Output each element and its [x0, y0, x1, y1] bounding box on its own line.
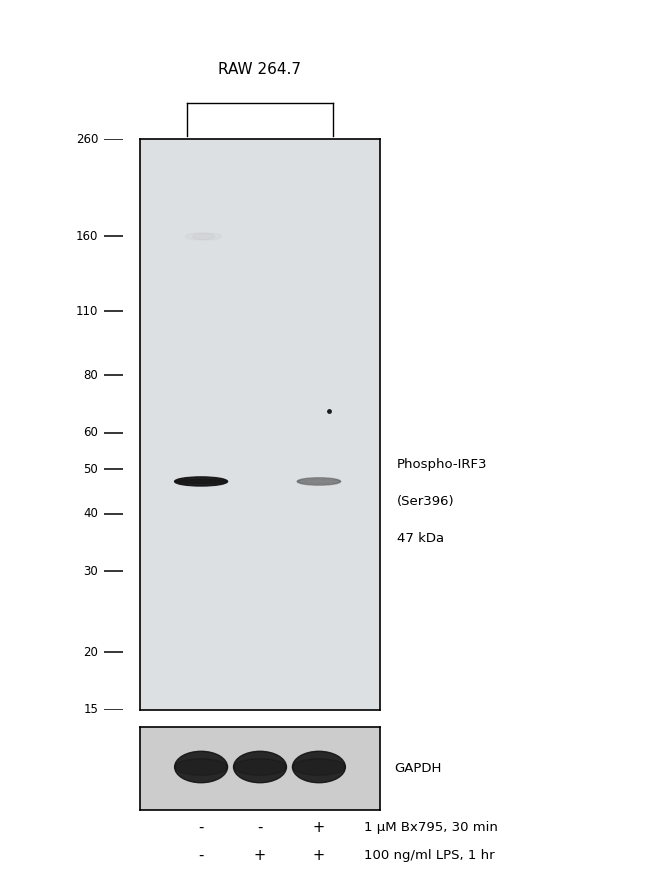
Text: 60: 60 — [83, 426, 98, 439]
Ellipse shape — [297, 478, 341, 485]
Ellipse shape — [292, 759, 345, 775]
Text: 20: 20 — [83, 645, 98, 658]
Ellipse shape — [297, 479, 341, 483]
Text: 110: 110 — [76, 305, 98, 318]
Text: -: - — [198, 848, 203, 863]
Text: 50: 50 — [84, 463, 98, 476]
Text: 30: 30 — [84, 564, 98, 577]
Ellipse shape — [175, 479, 228, 483]
Text: RAW 264.7: RAW 264.7 — [218, 62, 302, 78]
Ellipse shape — [175, 477, 228, 486]
Text: 160: 160 — [76, 230, 98, 243]
Text: 260: 260 — [76, 133, 98, 145]
Text: GAPDH: GAPDH — [394, 762, 441, 775]
Text: +: + — [313, 848, 325, 863]
Text: (Ser396): (Ser396) — [396, 495, 454, 508]
Text: 15: 15 — [83, 704, 98, 716]
Text: +: + — [254, 848, 266, 863]
Ellipse shape — [233, 752, 287, 783]
Text: 1 μM Bx795, 30 min: 1 μM Bx795, 30 min — [365, 820, 499, 834]
Text: -: - — [257, 820, 263, 834]
Text: -: - — [198, 820, 203, 834]
Text: 47 kDa: 47 kDa — [396, 532, 444, 545]
Ellipse shape — [175, 759, 228, 775]
Text: Phospho-IRF3: Phospho-IRF3 — [396, 458, 487, 471]
Ellipse shape — [192, 233, 222, 240]
Text: 100 ng/ml LPS, 1 hr: 100 ng/ml LPS, 1 hr — [365, 849, 495, 862]
Ellipse shape — [175, 752, 228, 783]
Text: 40: 40 — [83, 507, 98, 520]
Ellipse shape — [233, 759, 287, 775]
Text: 80: 80 — [84, 368, 98, 381]
Ellipse shape — [292, 752, 345, 783]
Ellipse shape — [177, 480, 225, 483]
Ellipse shape — [185, 233, 214, 240]
Text: +: + — [313, 820, 325, 834]
